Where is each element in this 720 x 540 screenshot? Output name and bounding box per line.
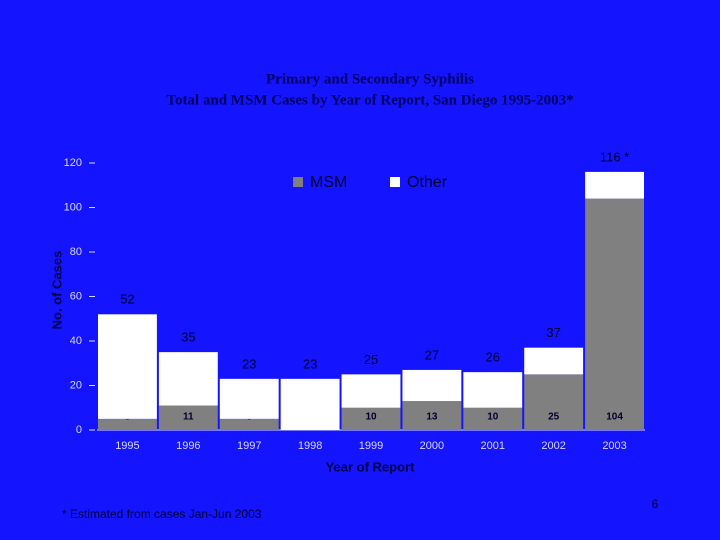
- bar-segment: [463, 407, 523, 430]
- bar-segment: [402, 401, 462, 430]
- page-number: 6: [652, 497, 659, 511]
- footnote: * Estimated from cases Jan-Jun 2003: [62, 507, 262, 521]
- segment-label: 10: [487, 412, 499, 423]
- total-label: 52: [120, 292, 134, 307]
- x-tick-label: 1996: [176, 440, 200, 452]
- bar-segment: [280, 378, 340, 430]
- x-tick-label: 1997: [237, 440, 261, 452]
- bar-segment: [219, 378, 279, 419]
- y-tick-label: 0: [76, 424, 82, 436]
- y-tick-label: 80: [70, 246, 82, 258]
- total-label: 35: [181, 330, 195, 345]
- x-axis-label: Year of Report: [326, 459, 416, 474]
- total-label: 37: [546, 325, 560, 340]
- x-tick-label: 2000: [420, 440, 444, 452]
- x-tick-label: 2003: [602, 440, 626, 452]
- segment-label: 104: [606, 412, 623, 423]
- x-tick-label: 1999: [359, 440, 383, 452]
- bar-segment: [463, 372, 523, 408]
- x-tick-label: 1995: [115, 440, 139, 452]
- bar-segment: [98, 314, 157, 419]
- total-label: 23: [242, 356, 256, 371]
- total-label: 27: [425, 347, 439, 362]
- y-tick-label: 20: [70, 379, 82, 391]
- y-axis-label: No. of Cases: [49, 251, 64, 330]
- y-tick-label: 40: [70, 335, 82, 347]
- segment-label: 25: [548, 412, 560, 423]
- legend-label: MSM: [310, 174, 347, 191]
- chart-title: Primary and Secondary Syphilis: [266, 71, 474, 87]
- bar-segment: [402, 369, 462, 402]
- y-tick-label: 120: [64, 157, 82, 169]
- total-label: 26: [486, 350, 500, 365]
- bar-segment: [158, 405, 218, 430]
- legend-swatch: [390, 177, 400, 187]
- segment-label: 10: [365, 412, 377, 423]
- x-tick-label: 2001: [481, 440, 505, 452]
- total-label: 25: [364, 352, 378, 367]
- legend-label: Other: [407, 174, 448, 191]
- bar-segment: [524, 374, 584, 430]
- bar-segment: [98, 418, 157, 430]
- x-tick-label: 1998: [298, 440, 322, 452]
- y-tick-label: 60: [70, 290, 82, 302]
- segment-label: 11: [183, 412, 194, 423]
- bar-segment: [524, 347, 584, 375]
- legend-swatch: [293, 177, 303, 187]
- bar-segment: [585, 198, 644, 430]
- chart-subtitle: Total and MSM Cases by Year of Report, S…: [166, 92, 573, 108]
- bar-segment: [585, 171, 644, 199]
- bar-segment: [341, 374, 401, 408]
- bar-segment: [158, 352, 218, 406]
- bar-segment: [219, 418, 279, 430]
- total-label: 23: [303, 356, 317, 371]
- x-tick-label: 2002: [541, 440, 565, 452]
- y-tick-label: 100: [64, 201, 82, 213]
- bar-segment: [341, 407, 401, 430]
- segment-label: 13: [426, 412, 438, 423]
- total-label: 116 *: [600, 149, 629, 164]
